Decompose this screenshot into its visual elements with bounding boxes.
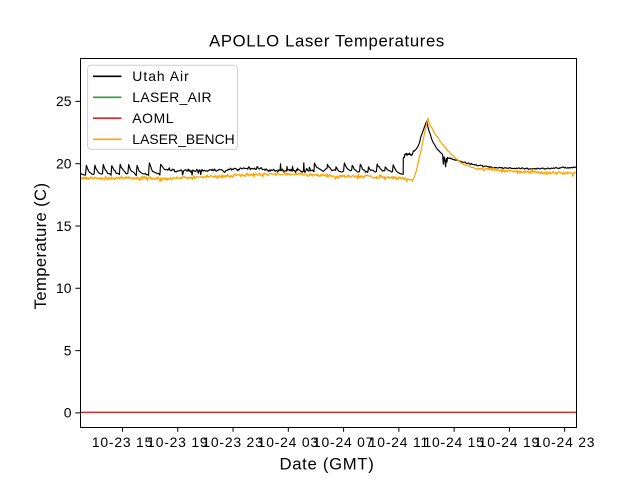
svg-text:25: 25 (56, 93, 72, 109)
svg-text:LASER_AIR: LASER_AIR (132, 89, 212, 105)
svg-text:10-24 19: 10-24 19 (479, 434, 540, 450)
svg-text:Date (GMT): Date (GMT) (279, 454, 374, 473)
svg-text:Utah Air: Utah Air (132, 68, 189, 84)
svg-text:0: 0 (64, 405, 72, 421)
svg-text:Temperature (C): Temperature (C) (31, 183, 50, 310)
svg-text:10-24 03: 10-24 03 (258, 434, 319, 450)
svg-text:10-23 19: 10-23 19 (147, 434, 208, 450)
svg-text:10-23 15: 10-23 15 (92, 434, 153, 450)
svg-text:15: 15 (56, 218, 72, 234)
svg-text:APOLLO Laser Temperatures: APOLLO Laser Temperatures (209, 31, 445, 50)
svg-text:LASER_BENCH: LASER_BENCH (132, 131, 234, 147)
svg-text:10-23 23: 10-23 23 (202, 434, 263, 450)
svg-text:10-24 07: 10-24 07 (313, 434, 374, 450)
svg-text:5: 5 (64, 342, 72, 358)
svg-text:10-24 15: 10-24 15 (423, 434, 484, 450)
svg-text:10-24 23: 10-24 23 (534, 434, 595, 450)
svg-text:10-24 11: 10-24 11 (369, 434, 429, 450)
svg-text:20: 20 (56, 156, 72, 172)
svg-text:10: 10 (56, 280, 72, 296)
svg-text:AOML: AOML (132, 110, 174, 126)
